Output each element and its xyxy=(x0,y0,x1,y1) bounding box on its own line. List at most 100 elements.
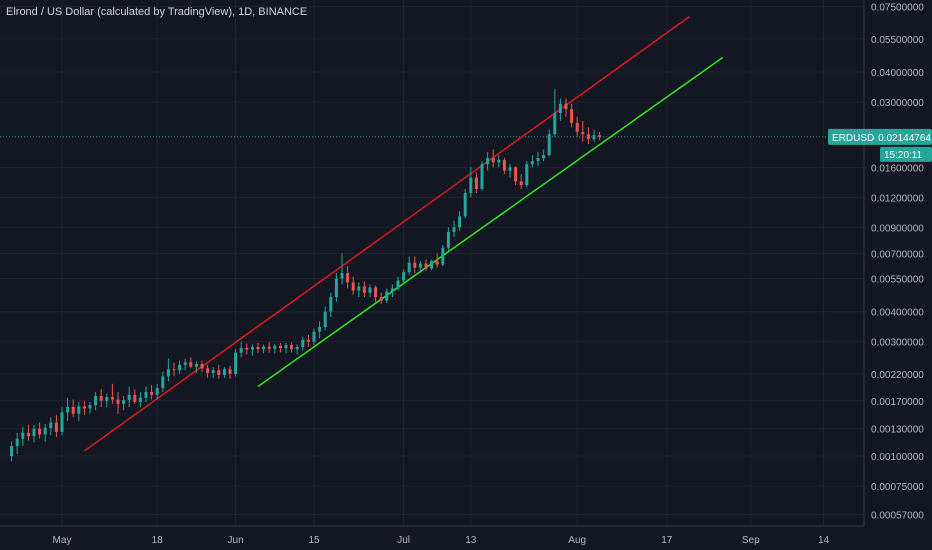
candle xyxy=(66,397,70,421)
candle-body xyxy=(150,391,154,395)
lower-trendline[interactable] xyxy=(257,56,724,388)
candle-body xyxy=(458,216,462,228)
price-tag-value: · 0.02144764 xyxy=(872,133,931,144)
candle-body xyxy=(329,297,333,312)
candles xyxy=(10,88,602,462)
candle-body xyxy=(586,134,590,140)
price-tick-label: 0.00100000 xyxy=(871,452,924,463)
candle xyxy=(474,172,478,194)
candle-body xyxy=(217,370,221,375)
candle-body xyxy=(94,395,98,406)
candle xyxy=(10,441,14,462)
candle-body xyxy=(469,177,473,194)
candle-body xyxy=(301,339,305,347)
candle-body xyxy=(474,177,478,189)
candle-body xyxy=(15,438,19,447)
candle-body xyxy=(430,261,434,269)
candle xyxy=(418,261,422,274)
candle-body xyxy=(385,291,389,301)
candle xyxy=(245,343,249,355)
price-axis[interactable]: 0.07500000 0.05500000 0.04000000 0.03000000… xyxy=(871,3,924,522)
candle-body xyxy=(491,158,495,163)
price-tick-label: 0.00057000 xyxy=(871,511,924,522)
price-tick-label: 0.00700000 xyxy=(871,249,924,260)
candle xyxy=(15,432,19,454)
candle xyxy=(21,427,25,447)
candle xyxy=(362,281,366,298)
candle xyxy=(256,343,260,354)
time-tick-label: 18 xyxy=(152,535,164,546)
candle xyxy=(374,285,378,302)
candle xyxy=(222,367,226,378)
price-tick-label: 0.01200000 xyxy=(871,193,924,204)
symbol-legend-title[interactable]: Elrond / US Dollar (calculated by Tradin… xyxy=(6,6,308,18)
candle-body xyxy=(424,263,428,269)
candle xyxy=(430,259,434,271)
candle-body xyxy=(536,158,540,162)
candle-body xyxy=(519,181,523,186)
candle xyxy=(508,164,512,178)
time-axis[interactable]: May 18 Jun 15 Jul 13 Aug 17 Sep 14 xyxy=(53,535,830,546)
candle-body xyxy=(77,406,81,414)
candle-body xyxy=(110,397,114,400)
candle-body xyxy=(435,261,439,265)
candle xyxy=(385,288,389,303)
price-tag-symbol: ERDUSD xyxy=(832,133,874,144)
candle-body xyxy=(88,405,92,409)
candle xyxy=(390,284,394,298)
candle xyxy=(413,256,417,274)
candle xyxy=(284,343,288,354)
price-tick-label: 0.00400000 xyxy=(871,308,924,319)
price-tick-label: 0.00170000 xyxy=(871,397,924,408)
candle-body xyxy=(127,394,131,401)
candle xyxy=(133,389,137,404)
candle-body xyxy=(402,272,406,281)
candle xyxy=(486,152,490,171)
candle xyxy=(547,129,551,157)
candle-body xyxy=(290,345,294,350)
candle xyxy=(514,166,518,186)
candle xyxy=(127,386,131,408)
price-tick-label: 0.07500000 xyxy=(871,3,924,14)
candle xyxy=(217,364,221,379)
candle xyxy=(346,266,350,289)
candle-body xyxy=(452,227,456,233)
candle xyxy=(239,341,243,358)
candle-body xyxy=(362,286,366,293)
time-tick-label: 13 xyxy=(465,535,477,546)
last-price-tag: ERDUSD · 0.02144764 15:20:11 xyxy=(828,128,932,162)
candle xyxy=(312,328,316,346)
drawing-layer[interactable] xyxy=(0,16,864,452)
candle-body xyxy=(396,280,400,289)
candle xyxy=(99,389,103,408)
candle-body xyxy=(239,348,243,353)
candle-body xyxy=(161,376,165,389)
grid xyxy=(0,0,864,526)
price-tag-box xyxy=(828,128,932,145)
candle xyxy=(189,357,193,369)
candle-body xyxy=(60,412,64,432)
candle-body xyxy=(278,345,282,349)
candle-body xyxy=(194,364,198,367)
candle xyxy=(598,131,602,141)
candle-body xyxy=(368,287,372,293)
candle xyxy=(144,386,148,402)
candle-body xyxy=(82,406,86,409)
candle-body xyxy=(32,428,36,437)
candle-body xyxy=(379,297,383,301)
candle-body xyxy=(122,400,126,404)
candle-body xyxy=(267,346,271,349)
candle xyxy=(396,276,400,291)
price-tick-label: 0.00900000 xyxy=(871,223,924,234)
upper-trendline[interactable] xyxy=(83,16,690,452)
candle xyxy=(94,391,98,411)
candle-body xyxy=(334,278,338,298)
candle-body xyxy=(172,369,176,371)
candle-body xyxy=(66,407,70,413)
candle-body xyxy=(273,345,277,349)
candle xyxy=(32,424,36,443)
candle xyxy=(60,407,64,436)
